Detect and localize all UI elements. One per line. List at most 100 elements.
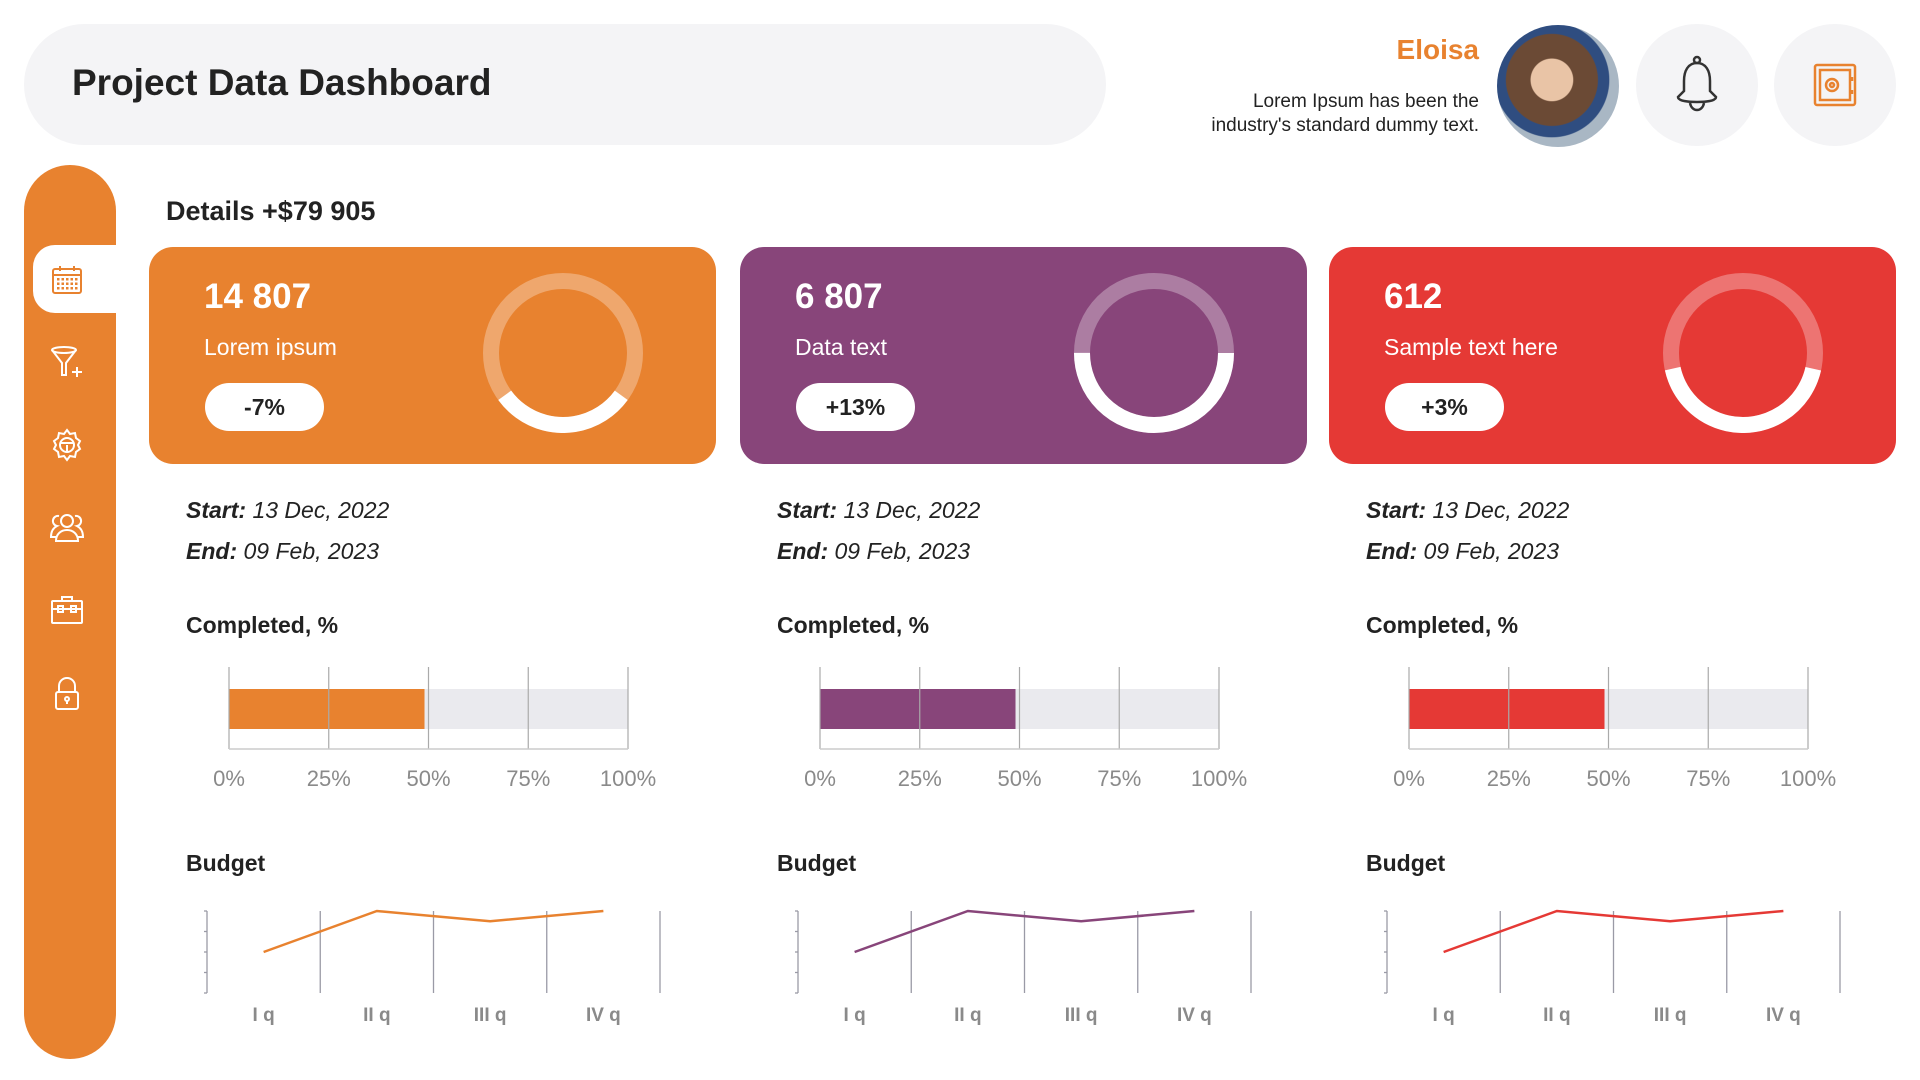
quarter-label: II q — [954, 1005, 982, 1026]
sidebar-item-lock[interactable] — [47, 676, 87, 716]
user-description-line: Lorem Ipsum has been the — [1252, 91, 1479, 112]
tick-label: 100% — [1779, 766, 1837, 791]
sidebar-item-users[interactable] — [47, 509, 87, 549]
start-date: 13 Dec, 2022 — [843, 497, 981, 523]
user-description: Lorem Ipsum has been the industry's stan… — [1159, 90, 1479, 138]
start-label: Start: — [1366, 497, 1427, 523]
completed-bar-chart — [819, 667, 1220, 750]
stat-label: Lorem ipsum — [204, 334, 337, 360]
date-range: Start: 13 Dec, 2022 End: 09 Feb, 2023 — [1366, 490, 1569, 572]
date-range: Start: 13 Dec, 2022 End: 09 Feb, 2023 — [777, 490, 980, 572]
tick-label: 50% — [997, 766, 1042, 791]
end-label: End: — [1366, 538, 1418, 564]
lock-icon — [53, 676, 81, 716]
completed-bar-chart — [1408, 667, 1809, 750]
tick-label: 75% — [506, 766, 551, 791]
end-label: End: — [186, 538, 238, 564]
tick-label: 0% — [804, 766, 836, 791]
safe-icon — [1813, 63, 1857, 107]
budget-line-chart — [1384, 909, 1841, 994]
end-label: End: — [777, 538, 829, 564]
user-name: Eloisa — [1396, 34, 1479, 65]
quarter-label: III q — [473, 1005, 507, 1026]
sidebar-item-toolbox[interactable] — [47, 592, 87, 632]
quarter-label: I q — [1432, 1005, 1455, 1026]
page-title: Project Data Dashboard — [72, 62, 492, 103]
tick-label: 50% — [406, 766, 451, 791]
quarter-label: II q — [1543, 1005, 1571, 1026]
tick-label: 100% — [1190, 766, 1248, 791]
user-description-line: industry's standard dummy text. — [1211, 115, 1479, 136]
budget-line — [854, 909, 1195, 954]
budget-title: Budget — [186, 850, 266, 876]
tick-label: 25% — [897, 766, 942, 791]
budget-line — [263, 909, 604, 954]
end-date: 09 Feb, 2023 — [243, 538, 380, 564]
start-label: Start: — [186, 497, 247, 523]
donut-chart — [1074, 273, 1234, 433]
completed-title: Completed, % — [1366, 612, 1519, 638]
stat-label: Data text — [795, 334, 888, 360]
bell-icon — [1676, 55, 1718, 112]
tick-label: 75% — [1097, 766, 1142, 791]
tick-label: 50% — [1586, 766, 1631, 791]
calendar-icon — [51, 265, 83, 300]
quarter-label: III q — [1653, 1005, 1687, 1026]
donut-progress — [1074, 273, 1234, 433]
budget-line-chart — [204, 909, 661, 994]
bar-fill — [229, 689, 425, 729]
budget-line — [1443, 909, 1784, 954]
start-date: 13 Dec, 2022 — [252, 497, 390, 523]
stat-card: 612 Sample text here +3% — [1329, 247, 1896, 464]
toolbox-icon — [50, 595, 84, 630]
avatar[interactable] — [1497, 25, 1619, 147]
donut-chart — [483, 273, 643, 433]
start-date: 13 Dec, 2022 — [1432, 497, 1570, 523]
header-bar: Project Data Dashboard — [24, 24, 1106, 145]
budget-title: Budget — [1366, 850, 1446, 876]
notifications-button[interactable] — [1636, 24, 1758, 146]
stat-card: 6 807 Data text +13% — [740, 247, 1307, 464]
sidebar-item-gear-wheel[interactable] — [47, 427, 87, 467]
stat-card: 14 807 Lorem ipsum -7% — [149, 247, 716, 464]
tick-label: 25% — [1486, 766, 1531, 791]
bar-fill — [1409, 689, 1605, 729]
sidebar-item-calendar[interactable] — [47, 262, 87, 302]
details-title: Details +$79 905 — [166, 196, 376, 226]
budget-line-chart — [795, 909, 1252, 994]
end-date: 09 Feb, 2023 — [834, 538, 971, 564]
quarter-label: IV q — [1176, 1005, 1212, 1026]
gear-wheel-icon — [50, 427, 84, 467]
date-range: Start: 13 Dec, 2022 End: 09 Feb, 2023 — [186, 490, 389, 572]
tick-label: 100% — [599, 766, 657, 791]
end-date: 09 Feb, 2023 — [1423, 538, 1560, 564]
quarter-label: IV q — [1765, 1005, 1801, 1026]
stat-value: 612 — [1384, 277, 1443, 316]
stat-value: 14 807 — [204, 277, 312, 316]
change-badge: +13% — [796, 383, 915, 431]
bar-fill — [820, 689, 1016, 729]
tick-label: 25% — [306, 766, 351, 791]
change-badge: -7% — [205, 383, 324, 431]
completed-title: Completed, % — [777, 612, 930, 638]
sidebar-item-funnel-add[interactable] — [47, 344, 87, 384]
tick-label: 0% — [213, 766, 245, 791]
quarter-label: II q — [363, 1005, 391, 1026]
budget-title: Budget — [777, 850, 857, 876]
tick-label: 75% — [1686, 766, 1731, 791]
sidebar-active-tab[interactable] — [33, 245, 116, 313]
completed-bar-chart — [228, 667, 629, 750]
stat-label: Sample text here — [1384, 334, 1558, 360]
quarter-label: III q — [1064, 1005, 1098, 1026]
change-badge: +3% — [1385, 383, 1504, 431]
safe-button[interactable] — [1774, 24, 1896, 146]
funnel-add-icon — [50, 345, 84, 384]
completed-title: Completed, % — [186, 612, 339, 638]
donut-progress — [483, 273, 643, 433]
donut-chart — [1663, 273, 1823, 433]
stat-value: 6 807 — [795, 277, 883, 316]
start-label: Start: — [777, 497, 838, 523]
tick-label: 0% — [1393, 766, 1425, 791]
quarter-label: I q — [843, 1005, 866, 1026]
quarter-label: IV q — [585, 1005, 621, 1026]
